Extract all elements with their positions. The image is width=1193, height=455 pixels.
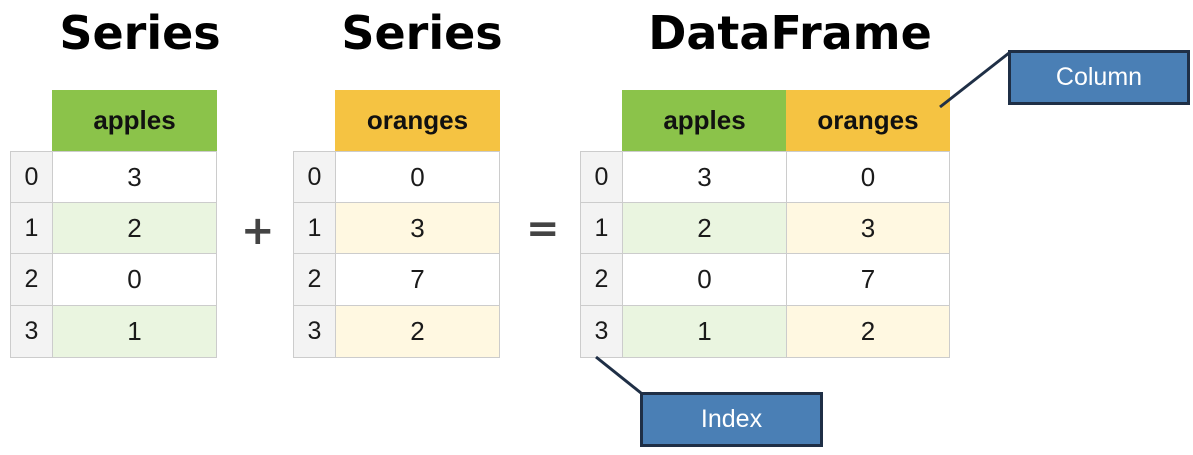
column-callout-line <box>939 51 1010 109</box>
value-cell: 2 <box>335 305 500 358</box>
index-cell: 0 <box>580 151 623 203</box>
value-cell: 1 <box>622 305 787 358</box>
dataframe-title: DataFrame <box>648 6 932 60</box>
value-cell: 2 <box>52 202 217 254</box>
index-cell: 0 <box>293 151 336 203</box>
index-callout-line <box>595 355 642 395</box>
value-cell: 2 <box>786 305 950 358</box>
column-header-apples: apples <box>622 90 787 151</box>
index-cell: 3 <box>293 305 336 358</box>
index-cell: 1 <box>10 202 53 254</box>
value-cell: 0 <box>52 253 217 306</box>
value-cell: 0 <box>335 151 500 203</box>
value-cell: 3 <box>335 202 500 254</box>
value-cell: 3 <box>622 151 787 203</box>
index-callout: Index <box>640 392 823 447</box>
column-header-oranges: oranges <box>335 90 500 151</box>
plus-operator: + <box>241 208 275 254</box>
series-title-apples: Series <box>59 6 221 60</box>
index-cell: 2 <box>293 253 336 306</box>
column-callout: Column <box>1008 50 1190 105</box>
index-cell: 3 <box>580 305 623 358</box>
value-cell: 0 <box>786 151 950 203</box>
equals-operator: = <box>526 206 560 252</box>
series-title-oranges: Series <box>341 6 503 60</box>
value-cell: 7 <box>786 253 950 306</box>
column-header-oranges: oranges <box>786 90 950 151</box>
index-cell: 3 <box>10 305 53 358</box>
index-cell: 1 <box>580 202 623 254</box>
column-header-apples: apples <box>52 90 217 151</box>
value-cell: 0 <box>622 253 787 306</box>
index-cell: 2 <box>10 253 53 306</box>
value-cell: 1 <box>52 305 217 358</box>
